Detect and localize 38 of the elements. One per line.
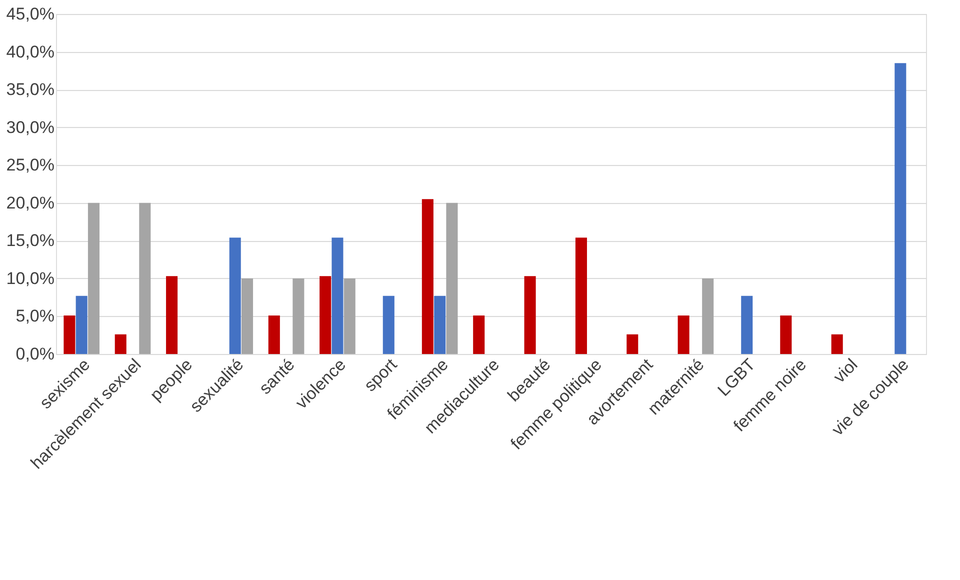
bar [320, 276, 332, 354]
bar [166, 276, 178, 354]
bar [268, 315, 280, 354]
bar [292, 278, 304, 354]
y-tick-label: 15,0% [6, 231, 54, 250]
bar [332, 238, 344, 354]
bar [780, 315, 792, 354]
bar [139, 202, 151, 354]
bar [678, 315, 690, 354]
bar [88, 202, 100, 354]
bar [382, 296, 394, 354]
bar [741, 296, 753, 354]
bar [524, 276, 536, 354]
bar [241, 278, 254, 354]
y-tick-label: 10,0% [6, 268, 54, 288]
y-tick-label: 5,0% [16, 306, 54, 326]
bar [229, 238, 241, 354]
y-tick-label: 20,0% [6, 193, 54, 212]
bar [702, 278, 714, 354]
x-tick-label: viol [830, 355, 862, 387]
y-tick-label: 30,0% [6, 118, 54, 137]
bar [114, 334, 126, 354]
bar [422, 199, 434, 354]
bar [344, 278, 356, 354]
bar [434, 296, 446, 354]
bar [831, 334, 843, 354]
y-tick-label: 45,0% [6, 4, 54, 24]
bar [473, 315, 485, 354]
bar [626, 334, 638, 354]
y-tick-label: 0,0% [16, 344, 54, 364]
bar [64, 315, 76, 354]
bar [894, 63, 906, 354]
bar [446, 202, 458, 354]
y-tick-label: 25,0% [6, 156, 54, 175]
bar [76, 296, 88, 354]
bar [575, 238, 587, 354]
y-tick-label: 35,0% [6, 80, 54, 100]
y-tick-label: 40,0% [6, 42, 54, 62]
